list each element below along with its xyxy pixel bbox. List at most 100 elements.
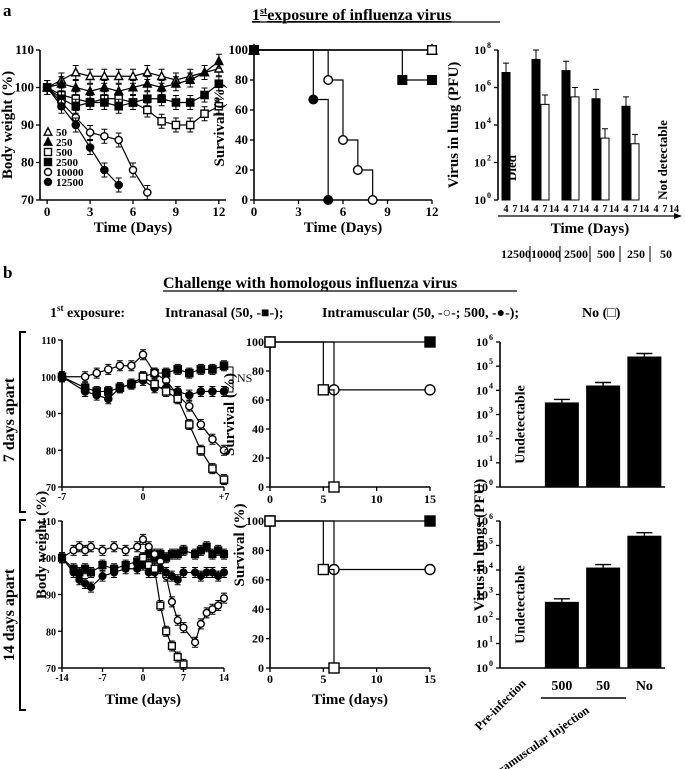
dose-label: 50 [660, 247, 672, 261]
data-point [317, 384, 330, 396]
data-point [179, 546, 188, 555]
data-point [219, 387, 229, 396]
y-tick-label: 10 [474, 118, 486, 132]
data-point [427, 45, 438, 56]
time-tick: 4 [504, 204, 509, 215]
data-point [185, 74, 196, 84]
data-point [156, 70, 167, 81]
data-point [156, 81, 167, 92]
bar [591, 98, 601, 201]
dose-label: 500 [597, 247, 615, 261]
x-tick-label: 10 [371, 492, 383, 506]
y-tick-exp: 2 [489, 430, 493, 439]
bar [627, 535, 662, 668]
time-tick: 14 [579, 204, 589, 215]
chart-b_weight_14: 70 80 90 100 110 -14 -7 0 7 14 Time (days) [41, 517, 229, 708]
y-tick-exp: 0 [487, 191, 491, 200]
data-point [317, 563, 330, 576]
time-tick: 7 [663, 204, 668, 215]
y-tick-exp: 2 [487, 154, 491, 163]
y-tick-label: 20 [252, 632, 264, 646]
bar [600, 137, 610, 201]
x-tick-label: 14 [219, 673, 229, 684]
data-point [196, 387, 206, 396]
data-point [138, 553, 148, 562]
x-tick-label: 0 [267, 492, 273, 506]
data-point [81, 579, 90, 588]
data-point [427, 74, 438, 85]
data-point [208, 434, 217, 444]
time-tick: 4 [534, 204, 539, 215]
data-point [150, 379, 159, 389]
series-line [254, 49, 432, 81]
x-axis-label: Time (days) [105, 692, 181, 708]
bar [540, 103, 550, 201]
dose-label: 12500 [501, 247, 531, 261]
x-axis-label: Time (Days) [304, 220, 382, 236]
data-point [213, 55, 224, 66]
data-point [80, 387, 90, 396]
chart-a_survival: 0 20 40 60 80 100 0 3 6 9 12 Time (Days) Survival (%… [212, 42, 439, 236]
data-point [99, 70, 110, 81]
y-tick-label: 100 [246, 514, 264, 528]
undetectable-label: Undetectable [514, 385, 529, 464]
y-tick-label: 90 [46, 591, 56, 602]
exposure-label: 1 [50, 306, 57, 321]
data-point [150, 564, 159, 573]
exposure-legend: 1st exposure: Intranasal (50, -■-); Intr… [50, 303, 621, 321]
data-point [103, 394, 113, 404]
data-point [190, 568, 200, 577]
data-point [196, 445, 206, 455]
error-bar [595, 563, 612, 568]
data-point [92, 390, 102, 400]
legend-marker [43, 177, 53, 187]
data-point [184, 368, 194, 378]
panel-a-title: 1stexposure of influenza virus [252, 6, 500, 24]
y-tick-label: 70 [46, 483, 56, 494]
ns-bracket [228, 366, 234, 393]
data-point [98, 561, 107, 570]
data-point [219, 361, 229, 371]
y-tick-label: 80 [21, 155, 34, 170]
data-point [196, 365, 206, 374]
data-point [167, 572, 177, 581]
data-point [142, 77, 153, 88]
data-point [57, 553, 67, 562]
data-point [323, 74, 334, 85]
y-tick-label: 10 [476, 661, 488, 675]
x-tick-label: 9 [173, 204, 180, 219]
y-tick-exp: 2 [489, 610, 493, 619]
data-point [75, 542, 84, 551]
data-point [179, 660, 188, 669]
x-tick-label: 15 [424, 672, 436, 686]
y-tick-exp: 6 [489, 333, 493, 342]
data-point [85, 128, 95, 137]
data-point [308, 94, 319, 105]
data-point [173, 575, 182, 584]
time-arrow-head [674, 213, 682, 219]
data-point [184, 420, 194, 429]
y-tick-label: 80 [46, 627, 56, 638]
y-tick-label: 10 [474, 193, 486, 207]
data-point [202, 542, 211, 551]
data-point [208, 568, 217, 577]
x-tick-label: 0 [267, 672, 273, 686]
y-tick-label: 10 [476, 612, 488, 626]
bar [586, 385, 621, 487]
data-point [179, 623, 188, 632]
data-point [424, 563, 436, 576]
y-tick-label: 0 [258, 661, 264, 675]
legend-no: No (□) [582, 306, 621, 321]
time-tick: 14 [609, 204, 619, 215]
data-point [142, 66, 153, 77]
data-point [173, 652, 182, 662]
data-point [69, 546, 78, 555]
x-axis-label: Time (days) [312, 692, 388, 708]
legend-intramuscular: Intramuscular (50, -○-; 500, -●-); [322, 306, 519, 321]
data-point [323, 194, 334, 205]
time-tick: 7 [603, 204, 608, 215]
x-tick-label: 5 [320, 492, 326, 506]
series-line [270, 341, 430, 391]
